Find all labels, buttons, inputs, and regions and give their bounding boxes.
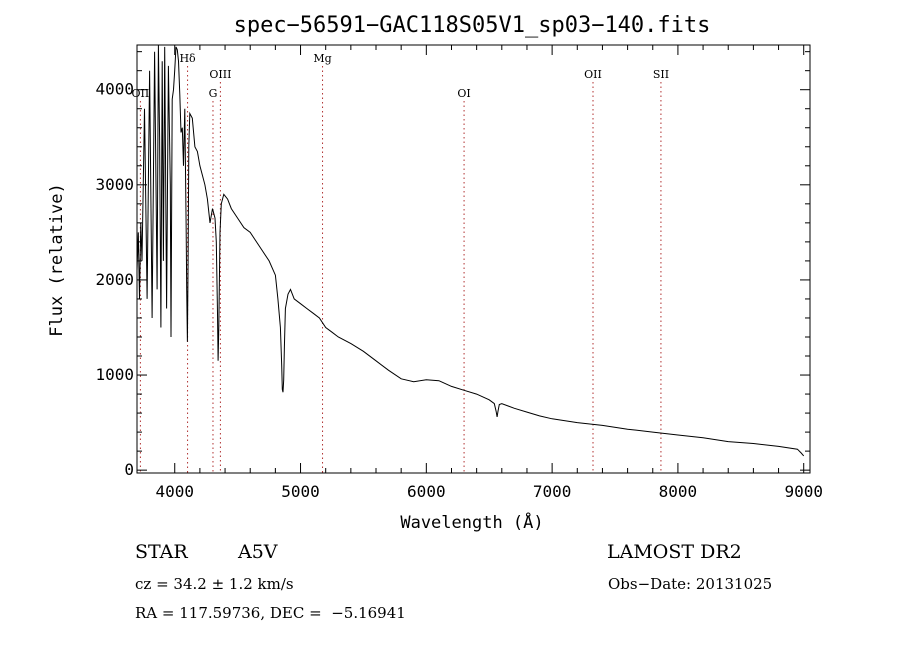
- line-marker-label: OIII: [209, 68, 231, 81]
- object-class: STAR: [135, 541, 188, 563]
- emission-line-markers: OII Hδ G OIII Mg OI OII SII: [132, 52, 669, 473]
- axis-ticks: 4000 5000 6000 7000 8000 9000 0 1000 2000 3000 400…: [95, 45, 823, 501]
- redshift-cz: cz = 34.2 ± 1.2 km/s: [135, 575, 294, 593]
- y-tick-label: 1000: [95, 365, 134, 384]
- spectral-subclass: A5V: [238, 541, 278, 563]
- y-tick-label: 3000: [95, 175, 134, 194]
- survey-name: LAMOST DR2: [607, 541, 742, 563]
- x-tick-label: 5000: [281, 482, 320, 501]
- line-marker-label: OII: [132, 87, 150, 100]
- x-axis-label: Wavelength (Å): [400, 511, 543, 533]
- x-tick-label: 7000: [533, 482, 572, 501]
- x-tick-label: 6000: [407, 482, 446, 501]
- observation-date: Obs−Date: 20131025: [608, 575, 773, 593]
- plot-frame: [136, 44, 811, 474]
- y-tick-label: 2000: [95, 270, 134, 289]
- spectrum-series-line: [136, 44, 805, 457]
- line-marker-label: Hδ: [179, 52, 196, 65]
- line-marker-label: G: [209, 87, 218, 100]
- line-marker-label: Mg: [313, 52, 331, 65]
- chart-title: spec−56591−GAC118S05V1_sp03−140.fits: [234, 13, 711, 38]
- x-tick-label: 9000: [784, 482, 823, 501]
- line-marker-label: OII: [584, 68, 602, 81]
- y-tick-label: 0: [124, 460, 134, 479]
- sky-coordinates: RA = 117.59736, DEC = −5.16941: [135, 604, 406, 622]
- line-marker-label: SII: [653, 68, 669, 81]
- y-tick-label: 4000: [95, 80, 134, 99]
- x-tick-label: 4000: [155, 482, 194, 501]
- line-marker-label: OI: [457, 87, 470, 100]
- x-tick-label: 8000: [659, 482, 698, 501]
- y-axis-label: Flux (relative): [47, 183, 67, 337]
